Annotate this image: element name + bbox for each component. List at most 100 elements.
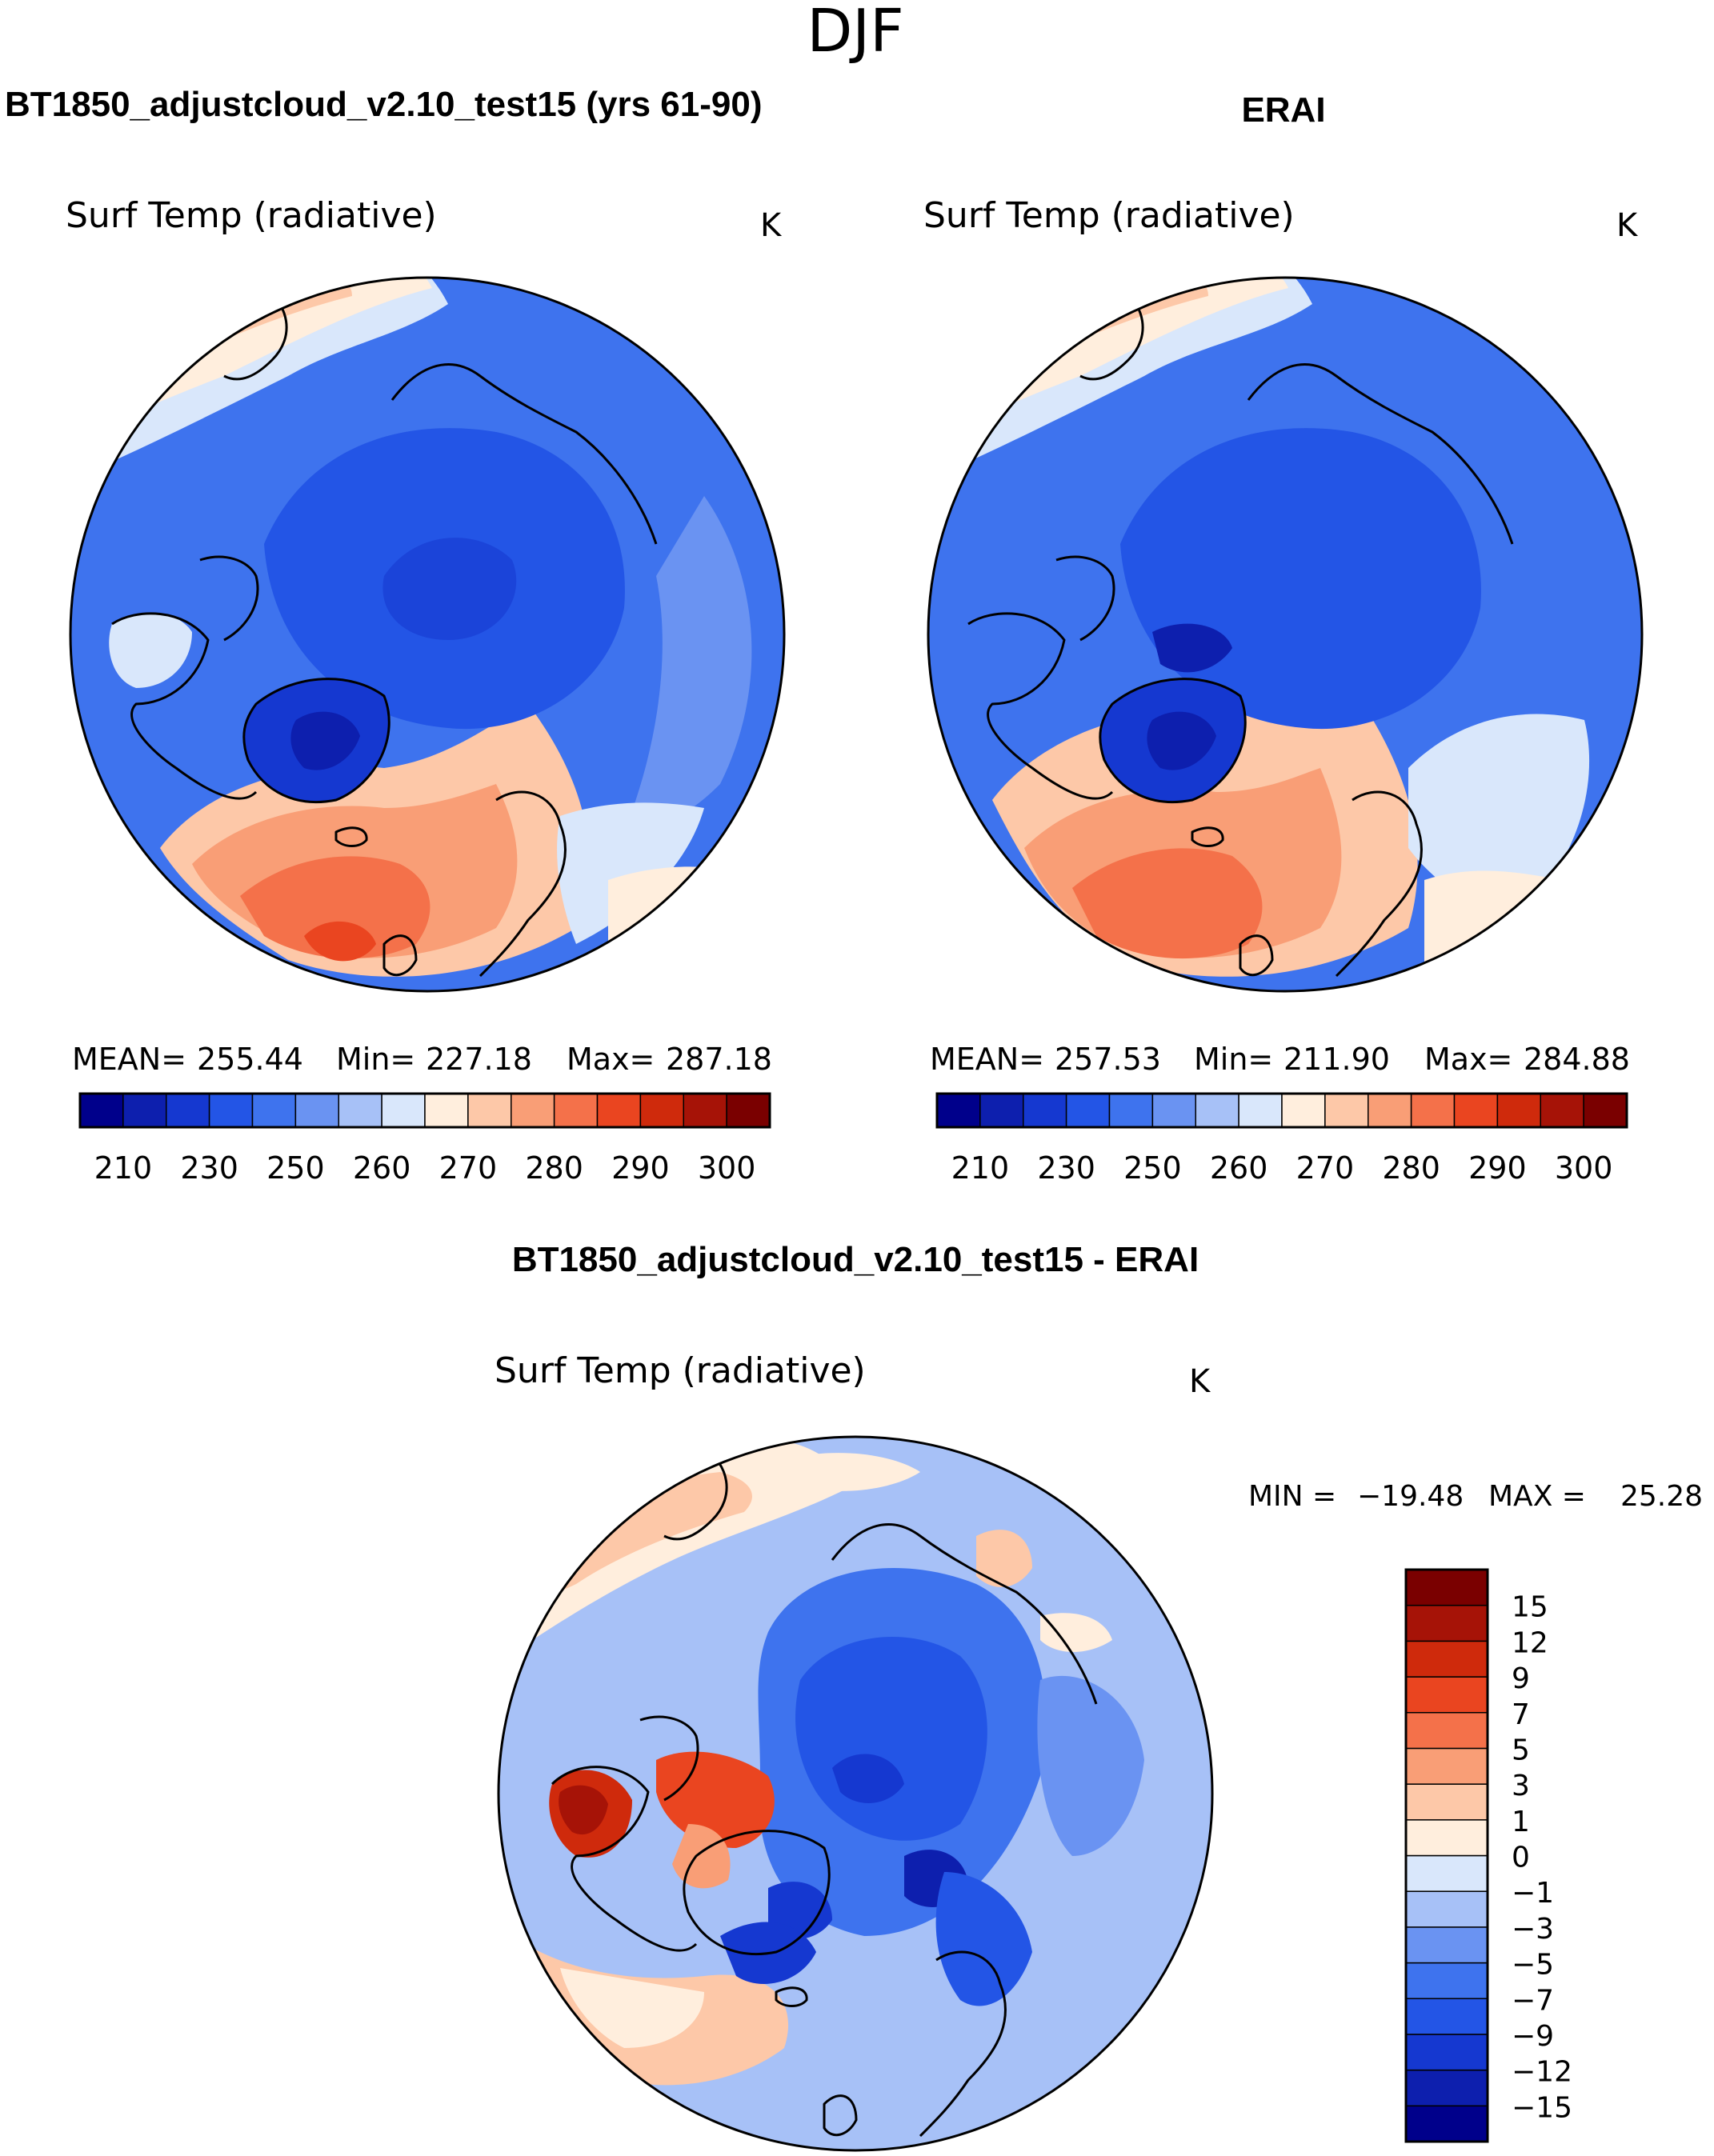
panel-erai-variable: Surf Temp (radiative) [923,195,1295,236]
stats-model-max-label: Max= [567,1042,655,1077]
colorbar-tick-label: −7 [1512,1984,1554,2017]
colorbar-swatch [511,1093,555,1128]
colorbar-tick-label: 5 [1512,1734,1530,1766]
colorbar-swatch [1405,2105,1488,2142]
stats-diff-min: −19.48 [1357,1480,1464,1513]
colorbar-swatch [1405,1604,1488,1642]
panel-diff: BT1850_adjustcloud_v2.10_test15 - ERAI S… [495,1240,1703,2152]
colorbar-tick-label: 260 [353,1150,411,1186]
panel-erai-units: K [1616,207,1639,244]
colorbar-tick-label: 290 [1468,1150,1527,1186]
colorbar-frame [1404,1568,1489,2143]
colorbar-tick-label: 280 [525,1150,583,1186]
colorbar-swatch [1368,1093,1412,1128]
stats-erai: MEAN= 257.53 Min= 211.90 Max= 284.88 [930,1042,1630,1077]
colorbar-swatch [122,1093,167,1128]
colorbar-frame [78,1092,771,1129]
map-model [70,278,784,991]
colorbar-swatch [1405,1712,1488,1750]
colorbar-swatch [936,1093,981,1128]
colorbar-swatch [424,1093,469,1128]
colorbar-tick-label: 1 [1512,1806,1530,1838]
colorbar-tick-label: 250 [266,1150,325,1186]
colorbar-tick-label: 280 [1382,1150,1440,1186]
colorbar-swatch [1405,2034,1488,2071]
figure-title: DJF [807,0,903,66]
stats-diff-max: 25.28 [1620,1480,1703,1513]
colorbar-swatch [1108,1093,1154,1128]
colorbar-tick-label: 300 [698,1150,756,1186]
colorbar-tick-label: 7 [1512,1698,1530,1731]
colorbar-swatch [1405,1569,1488,1606]
colorbar-swatch [1151,1093,1196,1128]
panel-model-units: K [760,207,783,244]
colorbar-swatch [1238,1093,1283,1128]
colorbar-swatch [1195,1093,1239,1128]
colorbar-swatch [1405,1854,1488,1892]
map-diff [499,1437,1212,2150]
colorbar-swatch [1405,1926,1488,1964]
colorbar-tick-label: 9 [1512,1662,1530,1695]
colorbar-swatch [683,1093,727,1128]
stats-erai-max-label: Max= [1424,1042,1512,1077]
colorbar-swatch [1405,1676,1488,1714]
colorbar-swatch [1405,1783,1488,1821]
panel-diff-units: K [1189,1363,1211,1400]
stats-erai-min: 211.90 [1283,1042,1390,1077]
colorbar-tick-label: −1 [1512,1877,1554,1910]
colorbar-tick-label: −15 [1512,2091,1572,2124]
colorbar-swatch [1583,1093,1628,1128]
colorbar-tick-label: 250 [1123,1150,1182,1186]
colorbar-swatch [1453,1093,1499,1128]
colorbar-tick-label: 270 [1296,1150,1355,1186]
stats-model-mean-label: MEAN= [72,1042,186,1077]
stats-model: MEAN= 255.44 Min= 227.18 Max= 287.18 [72,1042,772,1077]
stats-diff: MIN = −19.48 MAX = 25.28 [1248,1480,1703,1513]
panel-diff-title: BT1850_adjustcloud_v2.10_test15 - ERAI [512,1240,1199,1279]
colorbar-tick-label: 15 [1512,1591,1548,1624]
colorbar-model: 210 230 250 260 270 280 290 300 [78,1092,771,1186]
stats-erai-mean: 257.53 [1055,1042,1161,1077]
colorbar-tick-label: −5 [1512,1949,1554,1982]
panel-model-variable: Surf Temp (radiative) [66,195,437,236]
panel-model-title: BT1850_adjustcloud_v2.10_test15 (yrs 61-… [5,85,763,124]
colorbar-swatch [338,1093,382,1128]
stats-erai-mean-label: MEAN= [930,1042,1044,1077]
colorbar-swatch [553,1093,599,1128]
colorbar-tick-label: 290 [611,1150,670,1186]
colorbar-tick-label: 270 [439,1150,498,1186]
colorbar-tick-label: 0 [1512,1842,1530,1874]
colorbar-swatch [294,1093,339,1128]
colorbar-swatch [1410,1093,1456,1128]
colorbar-swatch [979,1093,1024,1128]
panel-model: BT1850_adjustcloud_v2.10_test15 (yrs 61-… [5,85,786,1186]
colorbar-swatch [726,1093,771,1128]
panel-erai: ERAI Surf Temp (radiative) K [923,90,1644,1186]
colorbar-swatch [1405,1747,1488,1785]
colorbar-tick-label: 230 [180,1150,238,1186]
colorbar-swatch [79,1093,124,1128]
colorbar-swatch [596,1093,642,1128]
colorbar-swatch [467,1093,512,1128]
colorbar-swatch [166,1093,210,1128]
colorbar-tick-label: 230 [1037,1150,1095,1186]
colorbar-tick-label: 210 [951,1150,1010,1186]
panel-erai-title: ERAI [1241,90,1325,130]
colorbar-swatch [1540,1093,1584,1128]
map-model-boundary [69,276,786,993]
colorbar-swatch [208,1093,254,1128]
stats-diff-min-label: MIN = [1248,1480,1336,1513]
colorbar-swatch [381,1093,426,1128]
colorbar-tick-label: 260 [1210,1150,1268,1186]
colorbar-swatch [1405,1640,1488,1678]
colorbar-tick-label: −3 [1512,1913,1554,1946]
colorbar-frame [935,1092,1628,1129]
stats-erai-min-label: Min= [1194,1042,1273,1077]
colorbar-swatch [1324,1093,1369,1128]
map-erai-boundary [927,276,1644,993]
colorbar-tick-label: 3 [1512,1770,1530,1802]
map-erai [928,278,1642,991]
colorbar-swatch [1405,1890,1488,1928]
